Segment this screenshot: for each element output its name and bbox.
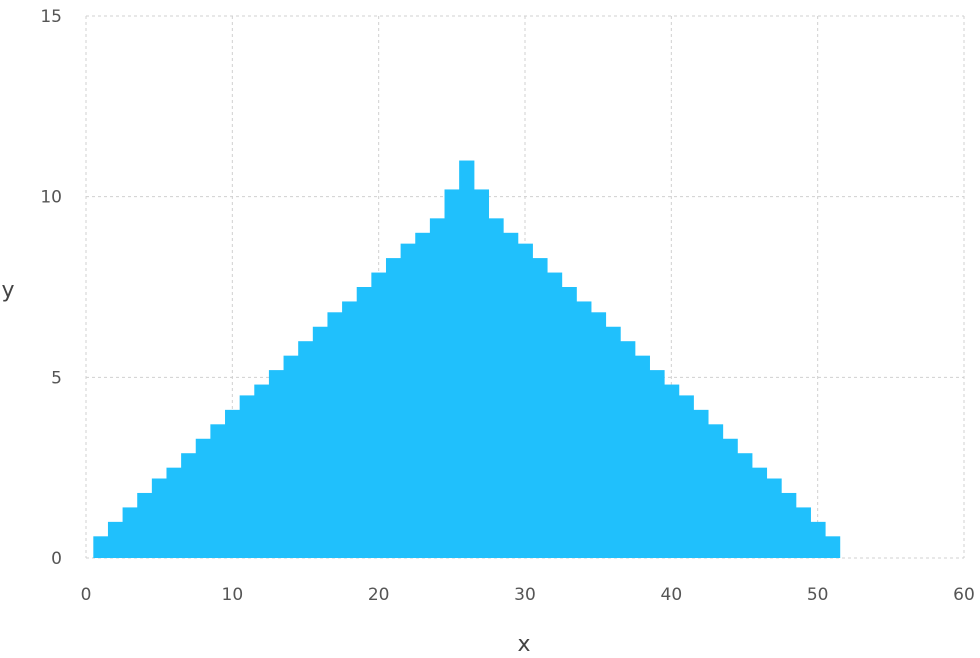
- histogram-bar: [93, 536, 109, 558]
- histogram-bar: [707, 424, 724, 558]
- histogram-bar: [561, 287, 577, 558]
- histogram-bar: [503, 232, 519, 559]
- histogram-bar: [824, 536, 841, 558]
- histogram-bar: [473, 189, 490, 558]
- x-tick-label: 20: [368, 585, 390, 605]
- histogram-bar: [590, 312, 607, 558]
- histogram-bar: [195, 438, 211, 558]
- histogram-bar: [766, 478, 782, 558]
- x-tick-label: 0: [81, 585, 92, 605]
- x-axis-label: x: [517, 632, 530, 657]
- bar-series: [93, 160, 841, 559]
- histogram-bar: [137, 492, 153, 558]
- histogram-bar: [283, 355, 299, 558]
- histogram-bar: [620, 341, 636, 558]
- y-tick-label: 10: [40, 188, 62, 208]
- histogram-bar: [444, 189, 460, 558]
- histogram-bar: [517, 243, 533, 558]
- histogram-bar: [546, 272, 563, 558]
- y-tick-label: 5: [51, 368, 62, 388]
- x-tick-label: 50: [807, 585, 829, 605]
- histogram-bar: [532, 258, 548, 558]
- histogram-bar: [722, 438, 738, 558]
- histogram-bar: [166, 467, 182, 558]
- x-tick-label: 30: [514, 585, 536, 605]
- histogram-bar: [385, 258, 402, 558]
- histogram-bar: [400, 243, 416, 558]
- histogram-bar: [429, 218, 446, 558]
- histogram-bar: [181, 453, 197, 558]
- x-tick-label: 40: [661, 585, 683, 605]
- grid-lines: [85, 15, 965, 559]
- histogram-bar: [576, 301, 592, 558]
- histogram-bar: [254, 384, 270, 558]
- histogram-bar: [298, 341, 314, 558]
- histogram-bar: [795, 507, 811, 558]
- histogram-bar: [312, 326, 329, 558]
- histogram-bar: [415, 232, 431, 559]
- histogram-bar: [488, 218, 504, 558]
- x-tick-labels: 0 10 20 30 40 50 60: [81, 585, 975, 605]
- histogram-bar: [678, 395, 694, 558]
- histogram-bar: [107, 521, 124, 558]
- histogram-bar: [810, 521, 826, 558]
- x-tick-label: 60: [953, 585, 975, 605]
- histogram-bar: [327, 312, 343, 558]
- histogram-bar: [151, 478, 168, 558]
- histogram-bar: [751, 467, 768, 558]
- y-axis-label: y: [1, 278, 14, 303]
- y-tick-label: 15: [40, 7, 62, 27]
- histogram-bar: [781, 492, 797, 558]
- histogram-bar: [210, 424, 226, 558]
- histogram-bar: [268, 370, 285, 558]
- histogram-bar: [122, 507, 138, 558]
- histogram-bar: [459, 160, 475, 559]
- histogram-bar: [342, 301, 358, 558]
- histogram-bar: [664, 384, 680, 558]
- histogram-bar: [225, 409, 241, 558]
- histogram-bar: [356, 287, 372, 558]
- histogram-bar: [239, 395, 255, 558]
- y-tick-label: 0: [51, 549, 62, 569]
- histogram-bar: [371, 272, 387, 558]
- y-tick-labels: 0 5 10 15: [40, 7, 62, 569]
- histogram-bar: [693, 409, 709, 558]
- histogram-bar: [649, 370, 665, 558]
- x-tick-label: 10: [222, 585, 244, 605]
- histogram-bar: [737, 453, 753, 558]
- histogram-bar: [634, 355, 650, 558]
- histogram-bar: [605, 326, 621, 558]
